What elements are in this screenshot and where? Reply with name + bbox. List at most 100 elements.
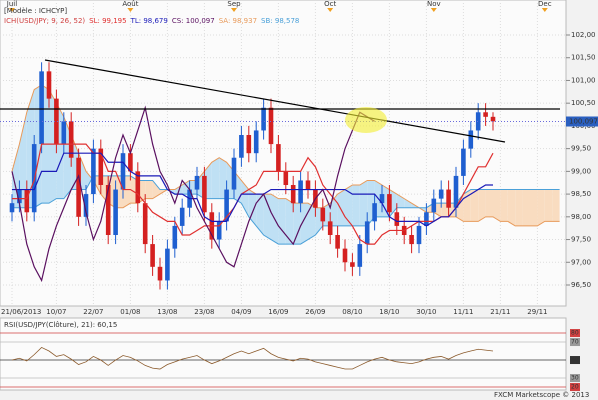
candle-body — [387, 194, 392, 213]
candle-body — [431, 198, 437, 213]
candle-body — [438, 189, 444, 199]
candle-body — [327, 221, 333, 235]
x-tick-label: 22/07 — [83, 308, 103, 316]
legend-item: SA: 98,937 — [219, 17, 257, 25]
candle-body — [268, 107, 274, 145]
cloud-fill — [293, 203, 301, 245]
candle-body — [239, 135, 244, 158]
last-price-box — [566, 116, 598, 127]
cloud-fill — [300, 203, 308, 245]
month-label: Août — [122, 0, 138, 8]
last-price-label: 100,097 — [569, 118, 598, 126]
x-tick-label: 16/09 — [268, 308, 288, 316]
cloud-fill — [552, 189, 560, 222]
y-tick-label: 96,50 — [571, 281, 591, 289]
month-marker — [9, 8, 15, 12]
candle-body — [475, 112, 481, 131]
rsi-tick-label: 30 — [571, 375, 579, 382]
candle-body — [179, 207, 185, 226]
rsi-tick-label: 20 — [571, 384, 579, 391]
legend-item: SL: 99,195 — [89, 17, 126, 25]
month-marker — [541, 8, 548, 12]
cloud-fill — [404, 198, 412, 208]
candle-body — [194, 175, 200, 190]
cloud-fill — [485, 189, 493, 217]
candle-body — [157, 266, 163, 281]
cloud-fill — [500, 189, 508, 222]
cloud-fill — [241, 180, 249, 217]
candle-body — [113, 189, 118, 235]
candle-body — [224, 189, 229, 222]
candle-body — [379, 194, 385, 204]
cloud-fill — [537, 189, 545, 226]
cloud-fill — [359, 180, 368, 226]
candle-body — [9, 203, 15, 213]
rsi-tick-box — [570, 383, 580, 392]
cloud-fill — [396, 194, 405, 208]
x-tick-label: 18/10 — [379, 308, 399, 316]
month-marker — [327, 8, 334, 12]
candle-body — [83, 194, 89, 217]
cloud-fill — [478, 189, 486, 222]
candle-body — [246, 135, 252, 154]
candle-body — [350, 262, 355, 267]
cloud-fill — [522, 189, 530, 226]
candle-body — [68, 121, 74, 158]
cloud-fill — [211, 157, 220, 199]
candle-body — [342, 248, 348, 263]
candle-body — [39, 71, 44, 145]
y-tick-label: 99,50 — [571, 145, 591, 153]
candle-body — [468, 130, 474, 149]
cloud-fill — [470, 189, 479, 222]
month-label: Nov — [427, 0, 441, 8]
cloud-fill — [345, 185, 353, 226]
candle-body — [320, 207, 326, 222]
cloud-fill — [308, 203, 316, 240]
legend-item: SB: 98,578 — [261, 17, 299, 25]
rsi-tick-label: 50 — [571, 357, 579, 364]
rsi-tick-box — [570, 374, 580, 383]
month-label: Sep — [227, 0, 241, 8]
month-marker — [430, 8, 437, 12]
rsi-line — [11, 346, 494, 370]
cloud-fill — [337, 189, 345, 226]
cloud-fill — [530, 189, 538, 226]
y-tick-label: 102,00 — [571, 31, 596, 39]
candle-body — [283, 171, 289, 185]
candle-body — [165, 248, 170, 281]
candle-body — [150, 244, 155, 267]
cloud-fill — [86, 171, 94, 190]
cloud-fill — [544, 189, 553, 222]
legend-item: TL: 98,679 — [130, 17, 168, 25]
y-tick-label: 97,00 — [571, 258, 591, 266]
cloud-fill — [263, 194, 271, 240]
cloud-fill — [507, 189, 516, 226]
cloud-fill — [152, 180, 160, 199]
candle-body — [128, 153, 133, 172]
cloud-fill — [352, 185, 360, 226]
y-tick-label: 101,00 — [571, 76, 596, 84]
legend: ICH(USD/JPY; 9, 26, 52) SL: 99,195 TL: 98,… — [4, 17, 299, 25]
candle-body — [461, 148, 466, 176]
indicator-line — [12, 143, 494, 245]
legend-item: CS: 100,097 — [172, 17, 215, 25]
span-a — [11, 84, 560, 227]
x-tick-label: 01/08 — [120, 308, 140, 316]
candle-body — [135, 171, 141, 204]
candle-body — [335, 235, 340, 249]
candle-body — [453, 175, 459, 208]
candle-body — [298, 180, 303, 204]
candle-body — [305, 180, 311, 190]
x-tick-label: 08/10 — [342, 308, 362, 316]
rsi-tick-label: 80 — [571, 330, 579, 337]
x-tick-label: 30/10 — [416, 308, 436, 316]
cloud-fill — [256, 194, 264, 235]
model-title: [Modèle : ICHCYP] — [4, 7, 67, 15]
candle-body — [54, 98, 59, 145]
x-tick-label: 26/09 — [305, 308, 325, 316]
cloud-fill — [285, 198, 294, 245]
cloud-fill — [219, 157, 227, 199]
cloud-fill — [278, 198, 286, 245]
candle-body — [490, 116, 496, 122]
